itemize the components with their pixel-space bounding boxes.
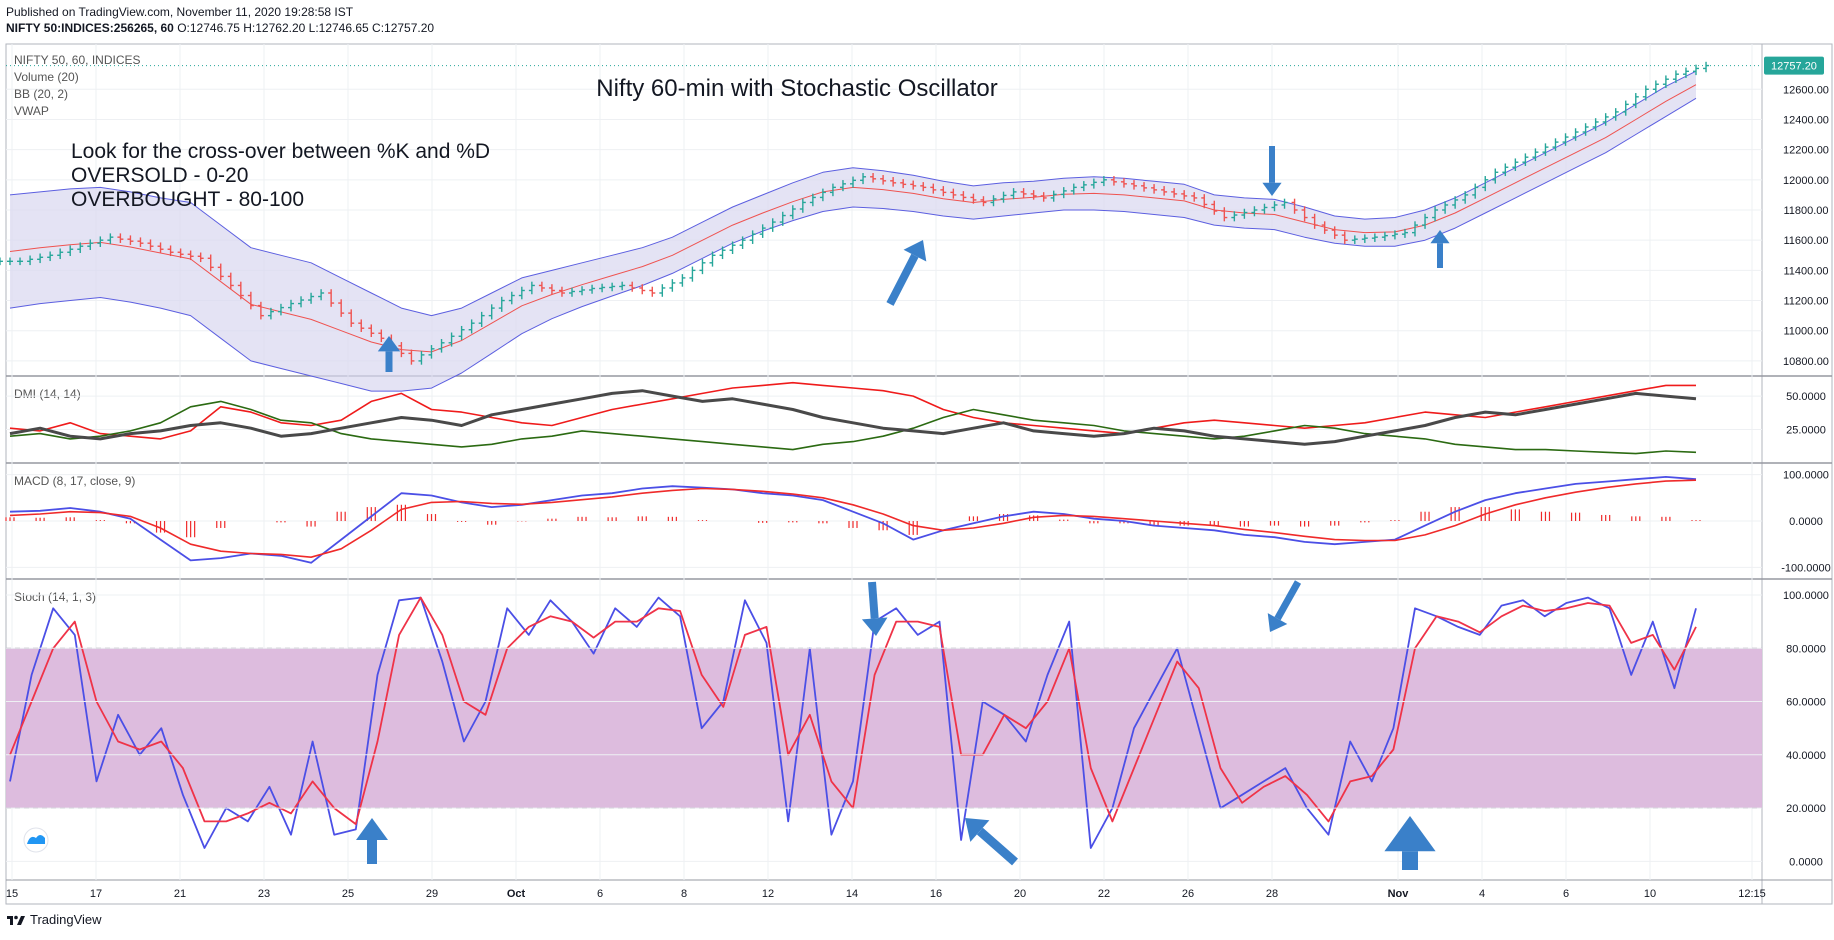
- dmi-plus-line: [9, 381, 1696, 440]
- macd-legend: MACD (8, 17, close, 9): [14, 474, 135, 488]
- footer-brand[interactable]: TradingView: [6, 912, 102, 927]
- main-legend-item: VWAP: [14, 104, 49, 118]
- price-tick-label: 10800.00: [1783, 356, 1829, 368]
- stoch-tick-label: 40.0000: [1786, 750, 1826, 762]
- price-tick-label: 11200.00: [1783, 296, 1828, 308]
- x-tick-label: 23: [258, 888, 270, 900]
- last-price-label: 12757.20: [1771, 61, 1817, 73]
- x-tick-label: 8: [681, 888, 687, 900]
- price-tick-label: 11800.00: [1783, 205, 1828, 217]
- adx-line: [9, 389, 1697, 446]
- arrow-diag-price-head: [903, 240, 927, 262]
- last-price-badge: [1764, 56, 1824, 75]
- x-tick-label: 16: [930, 888, 942, 900]
- stoch-tick-label: 80.0000: [1786, 643, 1826, 655]
- ohlc-line: NIFTY 50:INDICES:256265, 60 O:12746.75 H…: [6, 20, 434, 36]
- x-tick-label: 26: [1182, 888, 1194, 900]
- x-tick-label: 21: [174, 888, 186, 900]
- price-tick-label: 12600.00: [1783, 84, 1829, 96]
- arrow-diag-stoch-2-shaft: [1274, 580, 1302, 621]
- dmi-legend: DMI (14, 14): [14, 387, 81, 401]
- arrow-up-stoch-2-head: [1384, 816, 1436, 852]
- dmi-minus-line: [9, 400, 1697, 455]
- x-tick-label: 25: [342, 888, 354, 900]
- x-tick-label: 15: [6, 888, 18, 900]
- published-line: Published on TradingView.com, November 1…: [6, 5, 354, 19]
- x-tick-label: 10: [1644, 888, 1656, 900]
- x-tick-label: Nov: [1388, 888, 1410, 900]
- annotation-line: Look for the cross-over between %K and %…: [71, 140, 490, 163]
- main-legend-item: NIFTY 50, 60, INDICES: [14, 53, 141, 67]
- x-tick-label: 6: [597, 888, 603, 900]
- price-tick-label: 11600.00: [1783, 235, 1828, 247]
- stoch-tick-label: 100.0000: [1783, 590, 1829, 602]
- stoch-band: [6, 648, 1762, 809]
- symbol-label: NIFTY 50:INDICES:256265, 60: [6, 21, 174, 35]
- stoch-tick-label: 0.0000: [1789, 856, 1823, 868]
- tradingview-logo-icon: [7, 915, 25, 925]
- macd-tick-label: 0.0000: [1789, 516, 1823, 528]
- annotation-line: OVERBOUGHT - 80-100: [71, 188, 304, 211]
- stoch-legend: Stoch (14, 1, 3): [14, 590, 96, 604]
- main-legend-item: BB (20, 2): [14, 87, 68, 101]
- macd-signal-line: [9, 479, 1697, 558]
- price-pane: [0, 61, 1710, 392]
- macd-line: [9, 476, 1697, 564]
- x-tick-label: 22: [1098, 888, 1110, 900]
- x-tick-label: 17: [90, 888, 102, 900]
- price-tick-label: 11400.00: [1783, 265, 1828, 277]
- x-tick-label: 14: [846, 888, 858, 900]
- x-tick-label: 29: [426, 888, 438, 900]
- dmi-pane: [9, 381, 1697, 455]
- x-tick-label: 6: [1563, 888, 1569, 900]
- price-tick-label: 11000.00: [1783, 326, 1828, 338]
- arrow-down-price-head: [1262, 182, 1282, 196]
- x-tick-label: 12:15: [1738, 888, 1766, 900]
- arrow-down-stoch-shaft: [868, 581, 879, 619]
- dmi-tick-label: 50.0000: [1786, 391, 1826, 403]
- arrow-diag-stoch-1-head: [965, 818, 990, 842]
- chart-title: Nifty 60-min with Stochastic Oscillator: [596, 75, 997, 102]
- arrow-diag-stoch-1-shaft: [976, 827, 1018, 866]
- arrow-up-price-1-head: [377, 336, 401, 352]
- stoch-tick-label: 60.0000: [1786, 697, 1826, 709]
- annotation-line: OVERSOLD - 0-20: [71, 164, 248, 187]
- arrow-diag-price-shaft: [886, 253, 919, 306]
- chart-header: Published on TradingView.com, November 1…: [6, 4, 434, 36]
- footer-brand-label: TradingView: [30, 912, 102, 927]
- price-tick-label: 12200.00: [1783, 145, 1829, 157]
- arrow-down-stoch-head: [861, 617, 888, 636]
- bb-fill: [10, 71, 1696, 392]
- macd-pane: [5, 476, 1701, 564]
- stoch-tick-label: 20.0000: [1786, 803, 1826, 815]
- arrow-diag-stoch-2-head: [1267, 613, 1288, 632]
- dmi-tick-label: 25.0000: [1786, 425, 1826, 437]
- tv-badge-cloud-icon: [27, 835, 45, 844]
- price-tick-label: 12400.00: [1783, 114, 1829, 126]
- stoch-k-line: [9, 596, 1697, 849]
- price-tick-label: 12000.00: [1783, 175, 1829, 187]
- arrow-up-price-2-head: [1430, 230, 1450, 244]
- x-tick-label: 20: [1014, 888, 1026, 900]
- x-tick-label: 4: [1479, 888, 1485, 900]
- ohlc-values: O:12746.75 H:12762.20 L:12746.65 C:12757…: [177, 21, 435, 35]
- arrow-up-stoch-1-head: [356, 818, 388, 840]
- x-tick-label: 12: [762, 888, 774, 900]
- x-tick-label: Oct: [507, 888, 526, 900]
- main-legend-item: Volume (20): [14, 70, 79, 84]
- bb-upper-line: [9, 70, 1697, 317]
- bb-lower-line: [9, 97, 1697, 392]
- macd-tick-label: 100.0000: [1783, 470, 1829, 482]
- x-tick-label: 28: [1266, 888, 1278, 900]
- macd-tick-label: -100.0000: [1781, 562, 1831, 574]
